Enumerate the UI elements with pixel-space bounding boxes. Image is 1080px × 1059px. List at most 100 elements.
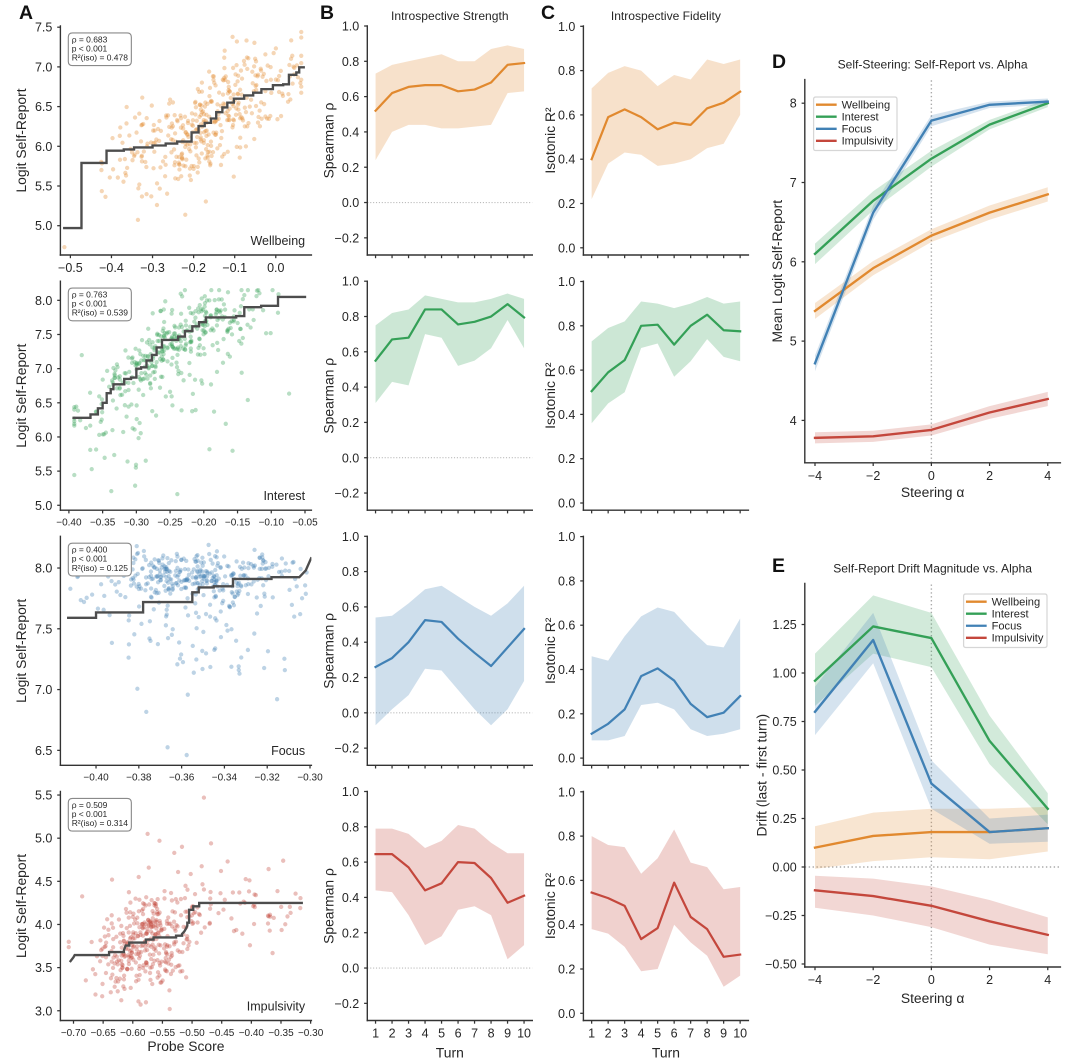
svg-text:−0.25: −0.25	[765, 909, 797, 923]
svg-text:Isotonic R²: Isotonic R²	[542, 872, 558, 939]
svg-text:ρ = 0.509: ρ = 0.509	[72, 800, 108, 810]
svg-text:−0.60: −0.60	[120, 1028, 146, 1039]
svg-text:7.5: 7.5	[35, 622, 52, 636]
svg-text:−0.5: −0.5	[58, 261, 83, 275]
svg-text:1.0: 1.0	[342, 785, 359, 799]
svg-text:0.8: 0.8	[558, 64, 575, 78]
svg-text:0.0: 0.0	[558, 497, 575, 511]
svg-text:Isotonic R²: Isotonic R²	[542, 617, 558, 684]
svg-text:−0.2: −0.2	[335, 231, 360, 245]
svg-text:D: D	[772, 51, 786, 73]
svg-text:Impulsivity: Impulsivity	[842, 136, 894, 148]
svg-text:6.5: 6.5	[35, 744, 52, 758]
svg-text:8: 8	[704, 1027, 711, 1041]
svg-text:4: 4	[422, 1027, 429, 1041]
svg-text:0.8: 0.8	[342, 55, 359, 69]
svg-text:−0.4: −0.4	[99, 261, 124, 275]
svg-text:0.4: 0.4	[342, 381, 359, 395]
svg-text:−0.55: −0.55	[150, 1028, 176, 1039]
svg-text:Drift (last - first turn): Drift (last - first turn)	[754, 714, 770, 837]
svg-text:0.0: 0.0	[267, 261, 284, 275]
svg-text:5: 5	[654, 1027, 661, 1041]
svg-text:−0.2: −0.2	[335, 487, 360, 501]
svg-text:8.0: 8.0	[35, 294, 52, 308]
svg-text:Logit Self-Report: Logit Self-Report	[13, 854, 29, 958]
svg-text:0.6: 0.6	[342, 600, 359, 614]
svg-text:Wellbeing: Wellbeing	[992, 597, 1041, 609]
svg-text:4: 4	[638, 1027, 645, 1041]
svg-text:0.2: 0.2	[558, 197, 575, 211]
svg-text:−0.65: −0.65	[90, 1028, 116, 1039]
svg-text:Impulsivity: Impulsivity	[992, 633, 1044, 645]
svg-text:1.0: 1.0	[558, 20, 575, 34]
svg-text:ρ = 0.683: ρ = 0.683	[72, 34, 108, 44]
svg-text:6: 6	[455, 1027, 462, 1041]
svg-text:0.4: 0.4	[558, 153, 575, 167]
svg-text:−0.40: −0.40	[239, 1028, 265, 1039]
svg-text:Spearman ρ: Spearman ρ	[321, 358, 337, 434]
svg-text:−4: −4	[808, 973, 822, 987]
svg-text:0.25: 0.25	[772, 812, 796, 826]
svg-text:1.25: 1.25	[772, 618, 796, 632]
svg-text:0.8: 0.8	[342, 820, 359, 834]
svg-text:9: 9	[504, 1027, 511, 1041]
svg-text:0.75: 0.75	[772, 715, 796, 729]
svg-text:A: A	[19, 2, 33, 24]
svg-text:Introspective Fidelity: Introspective Fidelity	[611, 9, 722, 23]
svg-text:0.4: 0.4	[558, 408, 575, 422]
svg-text:8: 8	[488, 1027, 495, 1041]
svg-text:Wellbeing: Wellbeing	[842, 100, 891, 112]
svg-text:Spearman ρ: Spearman ρ	[321, 613, 337, 689]
svg-text:0.0: 0.0	[342, 451, 359, 465]
svg-text:9: 9	[720, 1027, 727, 1041]
svg-text:2: 2	[986, 469, 993, 483]
svg-text:Impulsivity: Impulsivity	[247, 999, 306, 1013]
svg-text:0.4: 0.4	[342, 125, 359, 139]
svg-text:−0.1: −0.1	[222, 261, 247, 275]
svg-text:−0.35: −0.35	[268, 1028, 294, 1039]
svg-text:1.0: 1.0	[342, 20, 359, 34]
svg-text:0.2: 0.2	[342, 671, 359, 685]
svg-text:p < 0.001: p < 0.001	[72, 554, 108, 564]
svg-text:4.0: 4.0	[35, 918, 52, 932]
svg-text:7: 7	[471, 1027, 478, 1041]
svg-text:1: 1	[588, 1027, 595, 1041]
svg-text:0.6: 0.6	[558, 108, 575, 122]
svg-text:Wellbeing: Wellbeing	[250, 234, 305, 248]
svg-text:−0.2: −0.2	[181, 261, 206, 275]
svg-text:Self-Steering: Self-Report vs.: Self-Steering: Self-Report vs. Alpha	[838, 57, 1028, 71]
svg-text:B: B	[320, 2, 334, 24]
svg-text:Logit Self-Report: Logit Self-Report	[13, 599, 29, 703]
svg-text:ρ = 0.763: ρ = 0.763	[72, 290, 108, 300]
svg-text:5.0: 5.0	[35, 499, 52, 513]
svg-text:ρ = 0.400: ρ = 0.400	[72, 545, 108, 555]
svg-text:0.2: 0.2	[342, 926, 359, 940]
svg-text:8.0: 8.0	[35, 562, 52, 576]
svg-text:Focus: Focus	[842, 124, 873, 136]
svg-text:Turn: Turn	[436, 1045, 464, 1059]
svg-text:4: 4	[1044, 469, 1051, 483]
svg-text:7: 7	[687, 1027, 694, 1041]
svg-text:0.6: 0.6	[342, 90, 359, 104]
svg-text:−0.10: −0.10	[259, 518, 285, 529]
svg-text:Spearman ρ: Spearman ρ	[321, 868, 337, 944]
svg-text:0.2: 0.2	[558, 452, 575, 466]
svg-text:5.0: 5.0	[35, 832, 52, 846]
svg-text:0.4: 0.4	[342, 636, 359, 650]
svg-text:−0.2: −0.2	[335, 997, 360, 1011]
svg-text:0.8: 0.8	[342, 310, 359, 324]
svg-text:−0.35: −0.35	[90, 518, 116, 529]
svg-text:7: 7	[790, 176, 797, 190]
svg-text:−0.15: −0.15	[225, 518, 251, 529]
svg-text:Mean Logit Self-Report: Mean Logit Self-Report	[769, 200, 785, 343]
svg-text:−0.30: −0.30	[297, 773, 323, 784]
svg-text:0.8: 0.8	[558, 830, 575, 844]
svg-text:Isotonic R²: Isotonic R²	[542, 107, 558, 174]
svg-text:0.0: 0.0	[342, 962, 359, 976]
svg-text:Self-Report Drift Magnitude vs: Self-Report Drift Magnitude vs. Alpha	[833, 561, 1032, 575]
svg-text:0.6: 0.6	[558, 619, 575, 633]
svg-text:−4: −4	[808, 469, 822, 483]
svg-text:Interest: Interest	[992, 609, 1029, 621]
svg-text:1.0: 1.0	[558, 275, 575, 289]
svg-text:−0.20: −0.20	[191, 518, 217, 529]
